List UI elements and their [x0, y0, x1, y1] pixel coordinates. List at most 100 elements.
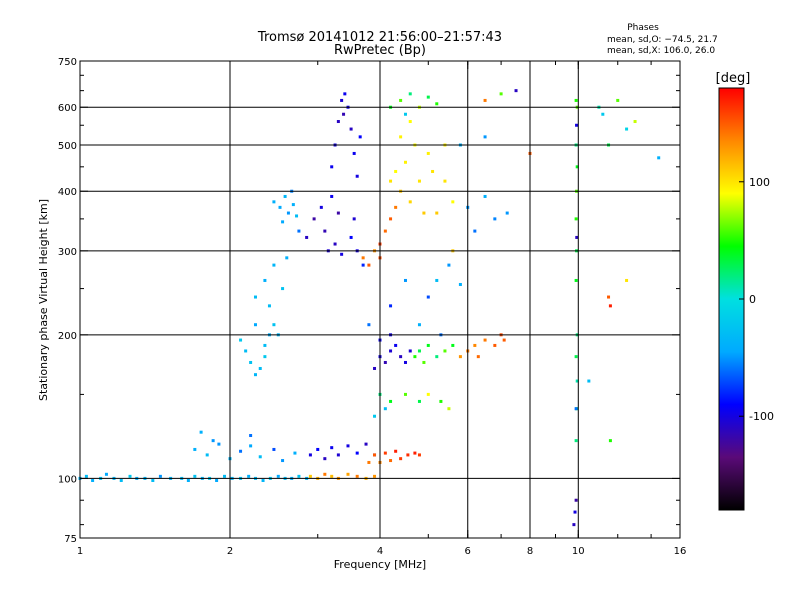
data-point [367, 460, 371, 464]
data-point [355, 174, 359, 178]
y-tick-label: 500 [58, 141, 77, 152]
data-point [426, 95, 430, 99]
data-point [408, 120, 412, 124]
data-point [633, 120, 637, 124]
data-point [422, 211, 426, 215]
data-point [323, 229, 327, 233]
y-axis-label: Stationary phase Virtual Height [km] [37, 199, 50, 401]
data-point [340, 98, 344, 102]
data-point [373, 414, 377, 418]
data-point [608, 439, 612, 443]
data-point [435, 355, 439, 359]
data-point [361, 256, 365, 260]
data-point [244, 349, 248, 353]
data-point [283, 194, 287, 198]
data-point [364, 442, 368, 446]
axes: 1 2 4 6 8 10 16 75 100 200 300 400 500 600 750 [58, 57, 686, 557]
data-point [483, 98, 487, 102]
data-point [575, 235, 579, 239]
data-point [272, 447, 276, 451]
data-point [514, 89, 518, 93]
data-point [426, 343, 430, 347]
data-point [394, 343, 398, 347]
data-point [199, 430, 203, 434]
data-point [373, 474, 377, 478]
data-point [608, 304, 612, 308]
data-point [186, 478, 190, 482]
data-point [193, 447, 197, 451]
data-point [373, 366, 377, 370]
data-point [417, 349, 421, 353]
data-point [346, 472, 350, 476]
data-point [389, 399, 393, 403]
x-tick-label: 4 [377, 546, 383, 557]
data-point [394, 169, 398, 173]
data-point [505, 211, 509, 215]
data-point [616, 98, 620, 102]
data-point [151, 478, 155, 482]
data-point [574, 407, 578, 411]
data-point [305, 235, 309, 239]
data-point [574, 439, 578, 443]
data-point [308, 453, 312, 457]
data-point [253, 373, 257, 377]
data-point [625, 278, 629, 282]
x-tick-label: 8 [527, 546, 533, 557]
data-point [575, 165, 579, 169]
y-tick-label: 750 [58, 57, 77, 68]
data-point [295, 214, 299, 218]
data-point [417, 179, 421, 183]
data-point [601, 112, 605, 116]
data-point [426, 151, 430, 155]
data-point [476, 355, 480, 359]
data-point [483, 194, 487, 198]
x-axis-label: Frequency [MHz] [334, 558, 426, 571]
y-tick-label: 600 [58, 103, 77, 114]
data-point [493, 343, 497, 347]
data-point [383, 451, 387, 455]
data-point [394, 449, 398, 453]
data-point [281, 220, 285, 224]
x-tick-label: 16 [674, 546, 687, 557]
data-point [330, 446, 334, 450]
data-point [263, 278, 267, 282]
data-point [323, 472, 327, 476]
data-point [361, 263, 365, 267]
data-point [587, 379, 591, 383]
data-point [352, 151, 356, 155]
data-point [346, 444, 350, 448]
data-point [349, 235, 353, 239]
data-point [272, 200, 276, 204]
data-point [355, 451, 359, 455]
data-point [272, 323, 276, 327]
data-point [297, 229, 301, 233]
data-point [399, 98, 403, 102]
data-point [342, 112, 346, 116]
data-point [499, 92, 503, 96]
phases-legend-title: Phases [627, 23, 659, 33]
data-point [323, 457, 327, 461]
data-point [408, 200, 412, 204]
y-tick-label: 75 [64, 534, 77, 545]
data-point [607, 295, 611, 299]
data-point [249, 360, 253, 364]
chart-title: Tromsø 20141012 21:56:00–21:57:43 [257, 30, 502, 45]
data-point [443, 349, 447, 353]
data-point [574, 98, 578, 102]
data-point [403, 278, 407, 282]
data-point [406, 453, 410, 457]
data-point [211, 439, 215, 443]
data-point [451, 343, 455, 347]
data-point [389, 304, 393, 308]
data-point [399, 355, 403, 359]
data-point [128, 474, 132, 478]
data-point [408, 92, 412, 96]
data-point [247, 474, 251, 478]
x-tick-label: 1 [77, 546, 83, 557]
data-point [389, 349, 393, 353]
data-point [399, 457, 403, 461]
data-point [373, 453, 377, 457]
data-point [358, 135, 362, 139]
data-point [316, 447, 320, 451]
data-point [312, 217, 316, 221]
